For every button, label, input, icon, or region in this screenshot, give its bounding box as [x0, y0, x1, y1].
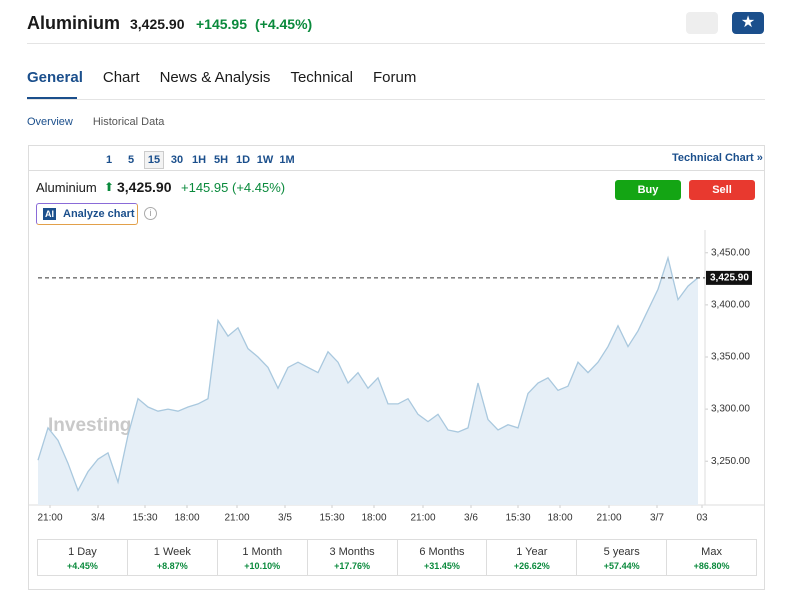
- performance-cell[interactable]: 1 Year +26.62%: [487, 540, 578, 575]
- divider: [27, 43, 765, 44]
- performance-cell[interactable]: 1 Day +4.45%: [38, 540, 128, 575]
- analyze-button[interactable]: AI Analyze chart: [36, 203, 138, 225]
- widget-name: Aluminium: [36, 180, 97, 195]
- buy-button[interactable]: Buy: [615, 180, 681, 200]
- period: 1 Month: [242, 546, 283, 558]
- x-tick-label: 15:30: [319, 513, 344, 524]
- subtabs: Overview Historical Data: [27, 112, 184, 130]
- widget-change: +145.95: [181, 180, 229, 195]
- subtab[interactable]: Overview: [27, 116, 73, 128]
- analyze-label: Analyze chart: [63, 208, 135, 220]
- sell-button[interactable]: Sell: [689, 180, 755, 200]
- x-tick-label: 3/6: [464, 513, 478, 524]
- interval-button[interactable]: 1H: [191, 154, 207, 166]
- performance-cell[interactable]: 6 Months +31.45%: [398, 540, 488, 575]
- tab[interactable]: Technical: [290, 69, 353, 86]
- alert-button[interactable]: [686, 12, 718, 34]
- interval-button[interactable]: 1M: [279, 154, 295, 166]
- up-arrow: ⬆: [104, 180, 115, 194]
- area-fill: [38, 257, 698, 505]
- period: 1 Week: [153, 546, 191, 558]
- period-change: +10.10%: [244, 561, 281, 571]
- period-change: +31.45%: [424, 561, 460, 571]
- subtab[interactable]: Historical Data: [92, 116, 165, 128]
- widget-price: 3,425.90: [117, 179, 172, 195]
- performance-cell[interactable]: Max +86.80%: [667, 540, 756, 575]
- x-tick-label: 15:30: [505, 513, 530, 524]
- performance-cell[interactable]: 1 Month +10.10%: [218, 540, 308, 575]
- price-tag: [706, 270, 752, 285]
- performance-cell[interactable]: 5 years +57.44%: [577, 540, 668, 575]
- x-tick-label: 18:00: [547, 513, 572, 524]
- period: 1 Day: [68, 546, 97, 558]
- instrument-name: Aluminium: [27, 13, 120, 33]
- x-tick-label: 3/5: [278, 513, 292, 524]
- y-tick-label: 3,350.00: [711, 352, 750, 363]
- tab[interactable]: Forum: [372, 69, 417, 86]
- line: [37, 255, 699, 492]
- x-tick-label: 18:00: [174, 513, 199, 524]
- tab[interactable]: General: [27, 69, 83, 86]
- performance-table: 1 Day +4.45% 1 Week +8.87% 1 Month +10.10% 3 M…: [37, 539, 757, 576]
- period: Max: [701, 546, 722, 558]
- period-change: +86.80%: [693, 561, 730, 571]
- period-change: +8.87%: [156, 561, 188, 571]
- chart-widget: [28, 145, 765, 590]
- divider: [27, 99, 765, 100]
- x-tick-label: 03: [696, 513, 708, 524]
- x-tick-label: 15:30: [132, 513, 157, 524]
- performance-cell[interactable]: 3 Months +17.76%: [308, 540, 398, 575]
- interval-button[interactable]: 30: [170, 154, 184, 166]
- interval-button[interactable]: 15: [144, 151, 164, 169]
- x-tick-label: 21:00: [37, 513, 62, 524]
- ai-badge: AI: [43, 208, 56, 220]
- price-tag-label: 3,425.90: [710, 273, 749, 284]
- period: 5 years: [603, 546, 640, 558]
- change-pct: (+4.45%): [255, 16, 313, 32]
- interval-button[interactable]: 1: [105, 154, 113, 166]
- x-tick-label: 21:00: [596, 513, 621, 524]
- period-change: +57.44%: [603, 561, 640, 571]
- period: 1 Year: [516, 546, 548, 558]
- x-tick-label: 21:00: [224, 513, 249, 524]
- tab[interactable]: Chart: [102, 69, 140, 86]
- y-tick-label: 3,250.00: [711, 456, 750, 467]
- period-change: +17.76%: [334, 561, 370, 571]
- period: 3 Months: [329, 546, 375, 558]
- change: +145.95: [196, 16, 247, 32]
- period: 6 Months: [419, 546, 465, 558]
- technical-chart-link[interactable]: Technical Chart »: [672, 152, 763, 164]
- info-icon[interactable]: i: [144, 207, 157, 220]
- x-tick-label: 3/7: [650, 513, 664, 524]
- price: 3,425.90: [130, 16, 185, 32]
- x-tick-label: 18:00: [361, 513, 386, 524]
- interval-button[interactable]: 5: [127, 154, 135, 166]
- interval-button[interactable]: 5H: [213, 154, 229, 166]
- interval-button[interactable]: 1D: [235, 154, 251, 166]
- tab-underline: [27, 97, 77, 99]
- watchlist-button[interactable]: ★: [732, 12, 764, 34]
- y-tick-label: 3,450.00: [711, 247, 750, 258]
- interval-button[interactable]: 1W: [256, 154, 274, 166]
- tab[interactable]: News & Analysis: [159, 69, 271, 86]
- divider: [28, 170, 764, 171]
- interval-toolbar: 1 5 15 30 1H 5H 1D 1W 1M: [100, 150, 300, 169]
- period-change: +26.62%: [513, 561, 550, 571]
- x-tick-label: 3/4: [91, 513, 105, 524]
- period-change: +4.45%: [67, 561, 98, 571]
- x-tick-label: 21:00: [410, 513, 435, 524]
- widget-change-pct: (+4.45%): [232, 180, 286, 195]
- y-tick-label: 3,400.00: [711, 300, 750, 311]
- tabs: General Chart News & Analysis Technical Foru…: [27, 69, 436, 87]
- performance-cell[interactable]: 1 Week +8.87%: [128, 540, 218, 575]
- y-tick-label: 3,300.00: [711, 404, 750, 415]
- watermark: Investing: [48, 415, 131, 436]
